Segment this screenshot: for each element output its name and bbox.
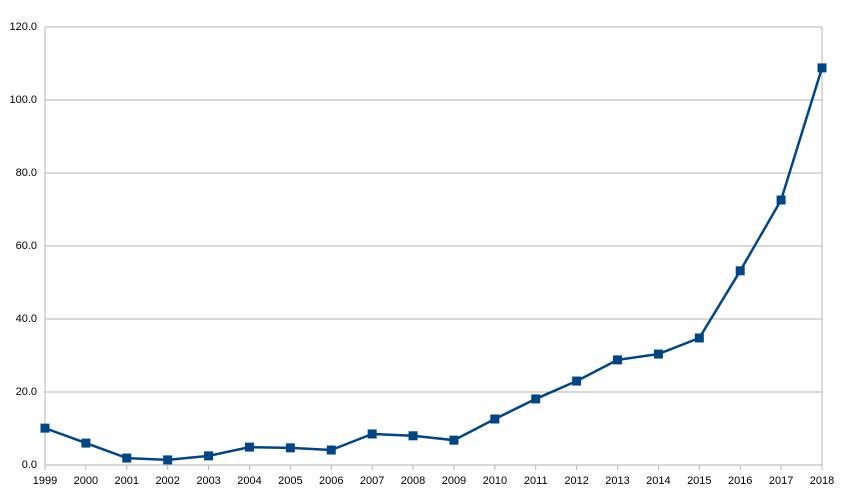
series-line [44,67,824,462]
point-marker [163,455,173,465]
x-tick-label: 2005 [278,475,302,487]
x-tick-label: 2004 [237,475,261,487]
y-tick-label: 0.0 [22,459,37,471]
point-marker [40,423,50,433]
x-tick-label: 2017 [769,475,793,487]
x-tick-label: 2010 [483,475,507,487]
y-tick-label: 40.0 [16,313,37,325]
point-marker [122,453,132,463]
point-marker [572,376,582,386]
y-tick-label: 100.0 [9,94,37,106]
x-tick-label: 2013 [605,475,629,487]
point-marker [653,349,663,359]
y-tick-label: 80.0 [16,167,37,179]
point-marker [244,442,254,452]
x-tick-label: 2015 [687,475,711,487]
point-marker [81,438,91,448]
point-marker [817,63,827,73]
x-tick-label: 2016 [728,475,752,487]
point-marker [204,451,214,461]
point-marker [449,435,459,445]
x-tick-label: 2002 [155,475,179,487]
x-tick-label: 2000 [74,475,98,487]
x-tick-label: 2012 [564,475,588,487]
point-marker [735,266,745,276]
y-tick-label: 120.0 [9,21,37,33]
x-tick-label: 2007 [360,475,384,487]
y-tick-label: 60.0 [16,240,37,252]
point-marker [367,429,377,439]
point-marker [408,431,418,441]
x-tick-label: 2018 [810,475,834,487]
point-marker [285,443,295,453]
point-marker [694,333,704,343]
x-tick-label: 2014 [646,475,670,487]
x-tick-label: 2008 [401,475,425,487]
point-marker [326,445,336,455]
x-tick-label: 1999 [33,475,57,487]
x-tick-label: 2011 [524,475,548,487]
point-marker [531,394,541,404]
x-tick-label: 2003 [196,475,220,487]
point-marker [613,355,623,365]
point-marker [490,414,500,424]
x-tick-label: 2001 [115,475,139,487]
x-tick-label: 2006 [319,475,343,487]
point-marker [776,195,786,205]
y-tick-label: 20.0 [16,386,37,398]
x-tick-label: 2009 [442,475,466,487]
